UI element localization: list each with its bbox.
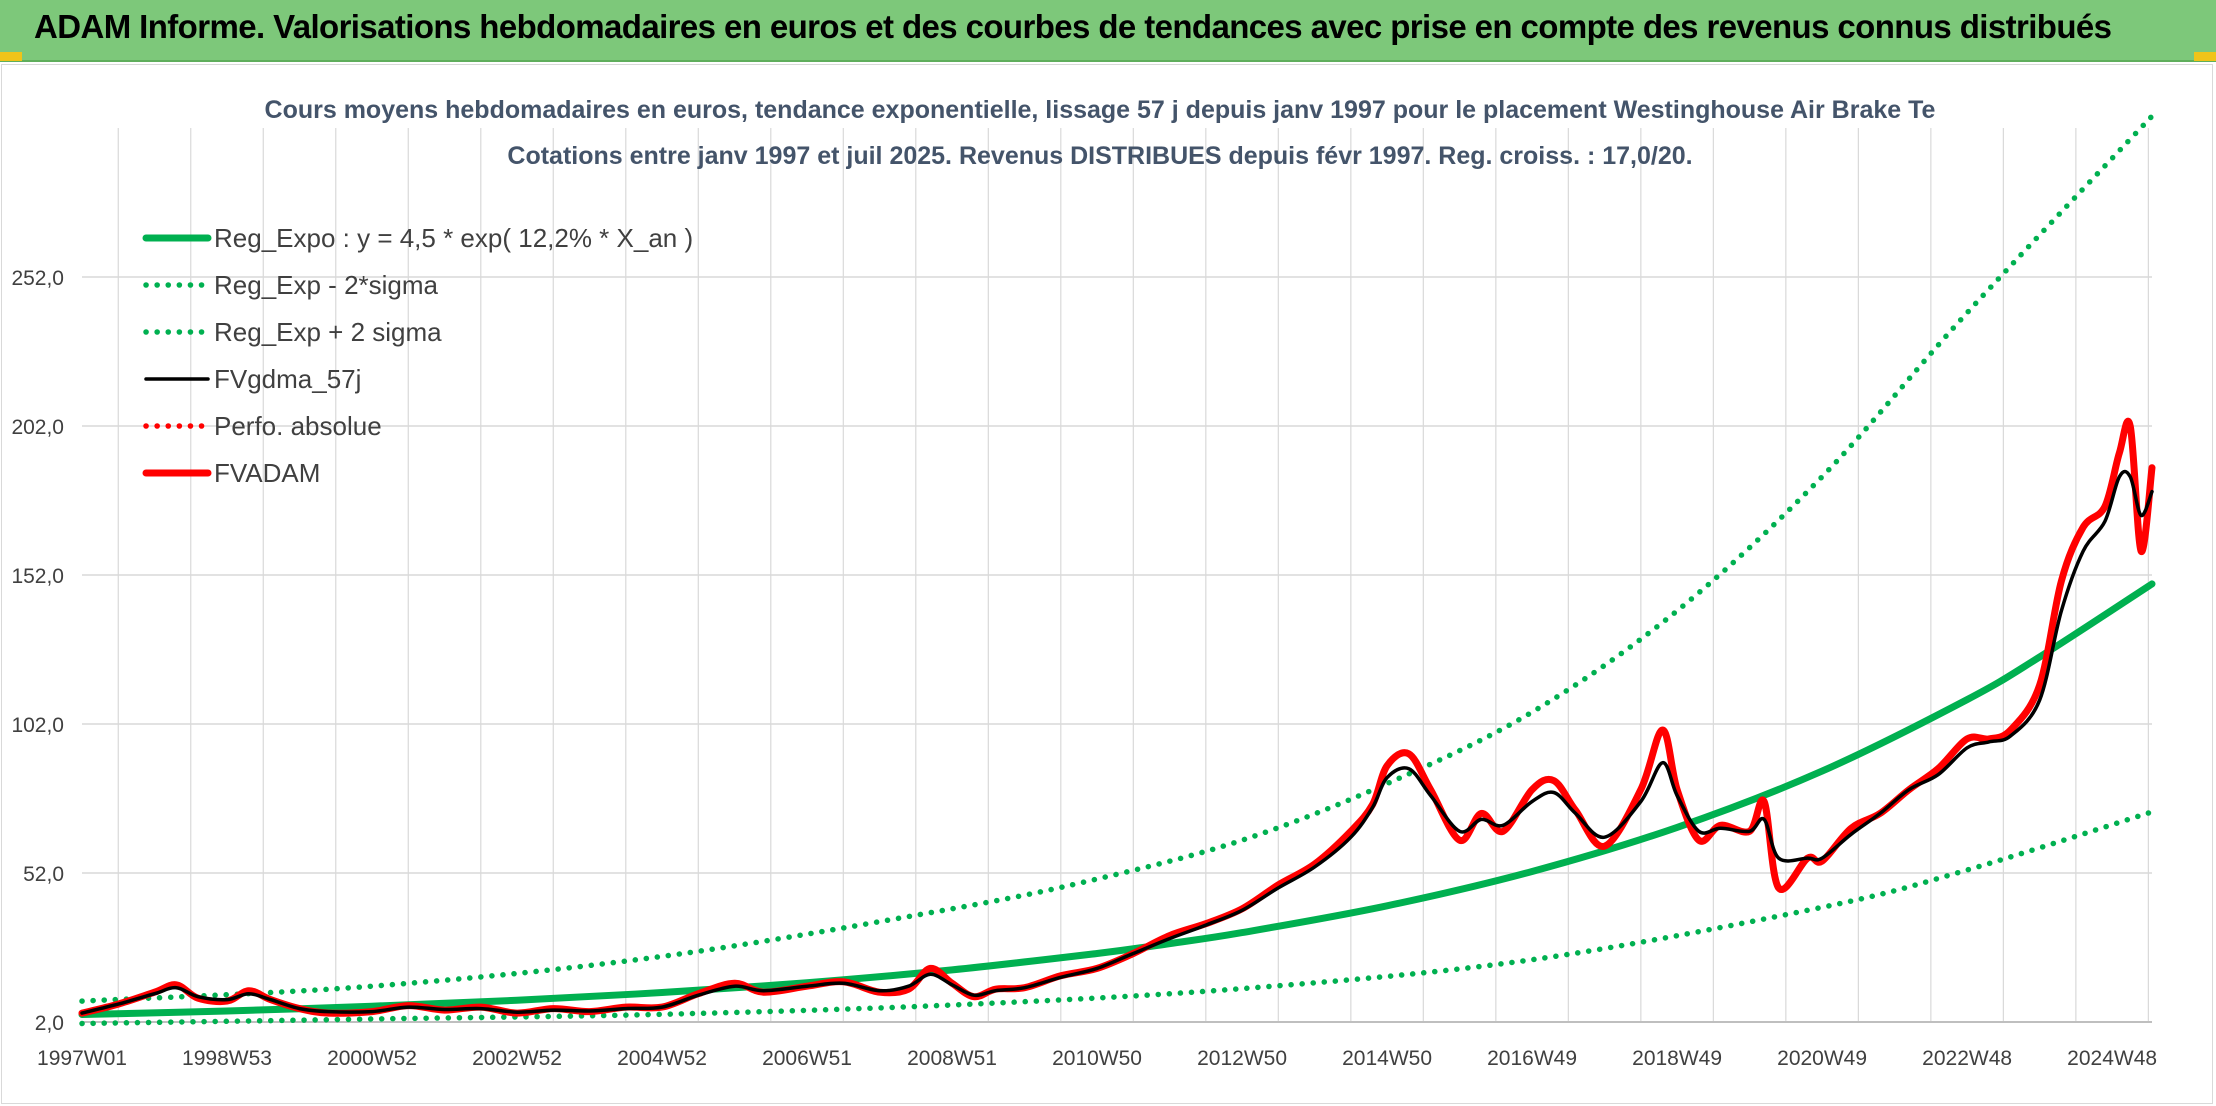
x-tick-label: 2010W50 — [1052, 1047, 1142, 1070]
x-tick-label: 2022W48 — [1922, 1047, 2012, 1070]
legend-label-perfo: Perfo. absolue — [214, 411, 382, 441]
x-tick-label: 2000W52 — [327, 1047, 417, 1070]
x-tick-label: 2018W49 — [1632, 1047, 1722, 1070]
page-title: ADAM Informe. Valorisations hebdomadaire… — [34, 8, 2112, 45]
x-axis-ticks: 1997W01 1998W53 2000W52 2002W52 2004W52 2006W… — [37, 1047, 2157, 1070]
y-tick-label: 252,0 — [11, 267, 64, 290]
header-banner: ADAM Informe. Valorisations hebdomadaire… — [0, 0, 2216, 62]
legend-label-fvgdma: FVgdma_57j — [214, 364, 361, 394]
legend-label-reg_plus: Reg_Exp + 2 sigma — [214, 317, 442, 347]
series-fvadam — [78, 417, 2156, 1017]
series-fvgdma — [80, 469, 2154, 1015]
y-tick-label: 52,0 — [23, 863, 64, 886]
chart-title: Cours moyens hebdomadaires en euros, ten… — [265, 96, 1936, 124]
legend-label-reg_expo: Reg_Expo : y = 4,5 * exp( 12,2% * X_an ) — [214, 223, 693, 253]
x-tick-label: 2006W51 — [762, 1047, 852, 1070]
corner-marker-left — [0, 52, 22, 61]
x-tick-label: 1998W53 — [182, 1047, 272, 1070]
series-reg_expo — [78, 580, 2156, 1018]
legend-label-fvadam: FVADAM — [214, 458, 320, 488]
legend-label-reg_minus: Reg_Exp - 2*sigma — [214, 270, 439, 300]
y-tick-label: 202,0 — [11, 416, 64, 439]
x-tick-label: 2014W50 — [1342, 1047, 1432, 1070]
x-tick-label: 2020W49 — [1777, 1047, 1867, 1070]
y-tick-label: 102,0 — [11, 714, 64, 737]
x-tick-label: 2004W52 — [617, 1047, 707, 1070]
x-tick-label: 2024W48 — [2067, 1047, 2157, 1070]
chart-subtitle: Cotations entre janv 1997 et juil 2025. … — [507, 142, 1692, 170]
grid-lines — [82, 128, 2152, 1023]
corner-marker-right — [2194, 52, 2216, 61]
x-tick-label: 2012W50 — [1197, 1047, 1287, 1070]
y-tick-label: 2,0 — [35, 1012, 64, 1035]
x-tick-label: 1997W01 — [37, 1047, 127, 1070]
chart-legend: Reg_Expo : y = 4,5 * exp( 12,2% * X_an )… — [142, 223, 693, 488]
x-tick-label: 2016W49 — [1487, 1047, 1577, 1070]
chart-frame — [1, 64, 2213, 1104]
series-reg_minus — [79, 809, 2155, 1027]
y-axis-ticks: 2,0 52,0 102,0 152,0 202,0 252,0 — [11, 267, 64, 1035]
x-tick-label: 2008W51 — [907, 1047, 997, 1070]
chart-series — [78, 113, 2156, 1027]
y-tick-label: 152,0 — [11, 565, 64, 588]
x-tick-label: 2002W52 — [472, 1047, 562, 1070]
